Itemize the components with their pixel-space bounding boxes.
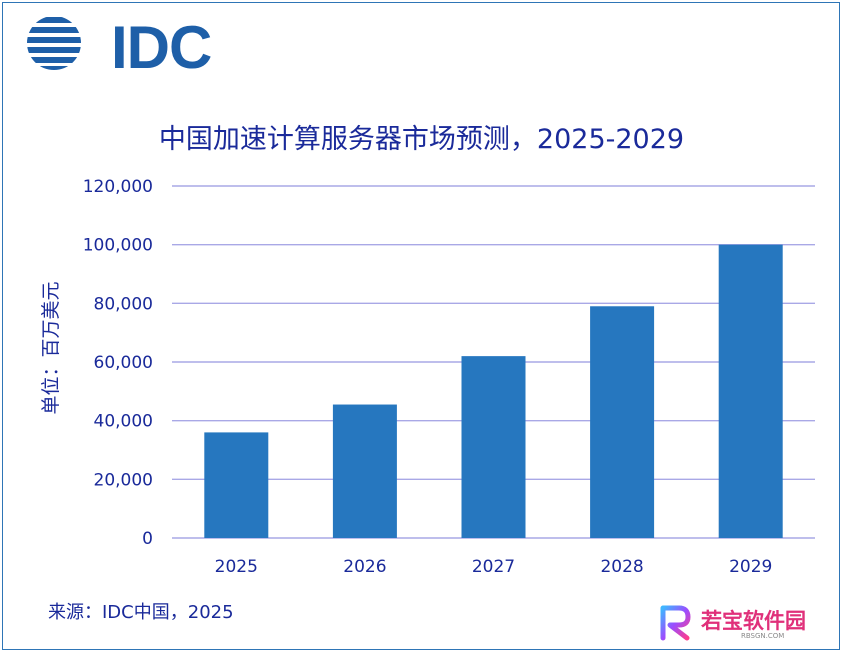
y-tick-label: 120,000 [83,177,153,197]
y-tick-label: 100,000 [83,236,153,256]
y-tick-labels: 0 20,000 40,000 60,000 80,000 100,000 120,000 [83,177,153,549]
y-tick-label: 0 [142,529,153,549]
y-tick-label: 40,000 [94,412,153,432]
x-tick-label: 2028 [600,557,643,577]
y-axis-label: 单位：百万美元 [40,281,62,414]
x-tick-label: 2025 [215,557,258,577]
watermark-text: 若宝软件园 [701,609,806,633]
bar-2028 [590,306,655,538]
source-note: 来源：IDC中国，2025 [48,602,234,623]
y-tick-label: 20,000 [94,470,153,490]
y-tick-label: 80,000 [94,294,153,314]
watermark-subtext: RBSGN.COM [741,632,785,640]
watermark-r-icon [660,605,691,641]
bar-2027 [461,356,526,538]
x-tick-label: 2027 [472,557,515,577]
x-tick-label: 2026 [343,557,386,577]
bar-2025 [204,432,269,538]
bar-2029 [718,244,783,538]
bar-chart: 020,00040,00060,00080,000100,000120,000 … [40,177,815,577]
bar-2026 [332,404,397,538]
watermark-logo: 若宝软件园 RBSGN.COM [655,602,835,646]
globe-icon [27,17,81,70]
idc-logo: IDC [25,14,212,78]
bars [204,244,783,538]
chart-title: 中国加速计算服务器市场预测，2025-2029 [158,124,685,155]
x-tick-label: 2029 [729,557,772,577]
logo-text: IDC [111,14,212,81]
y-tick-label: 60,000 [94,353,153,373]
x-tick-labels: 2025 2026 2027 2028 2029 [215,557,773,577]
